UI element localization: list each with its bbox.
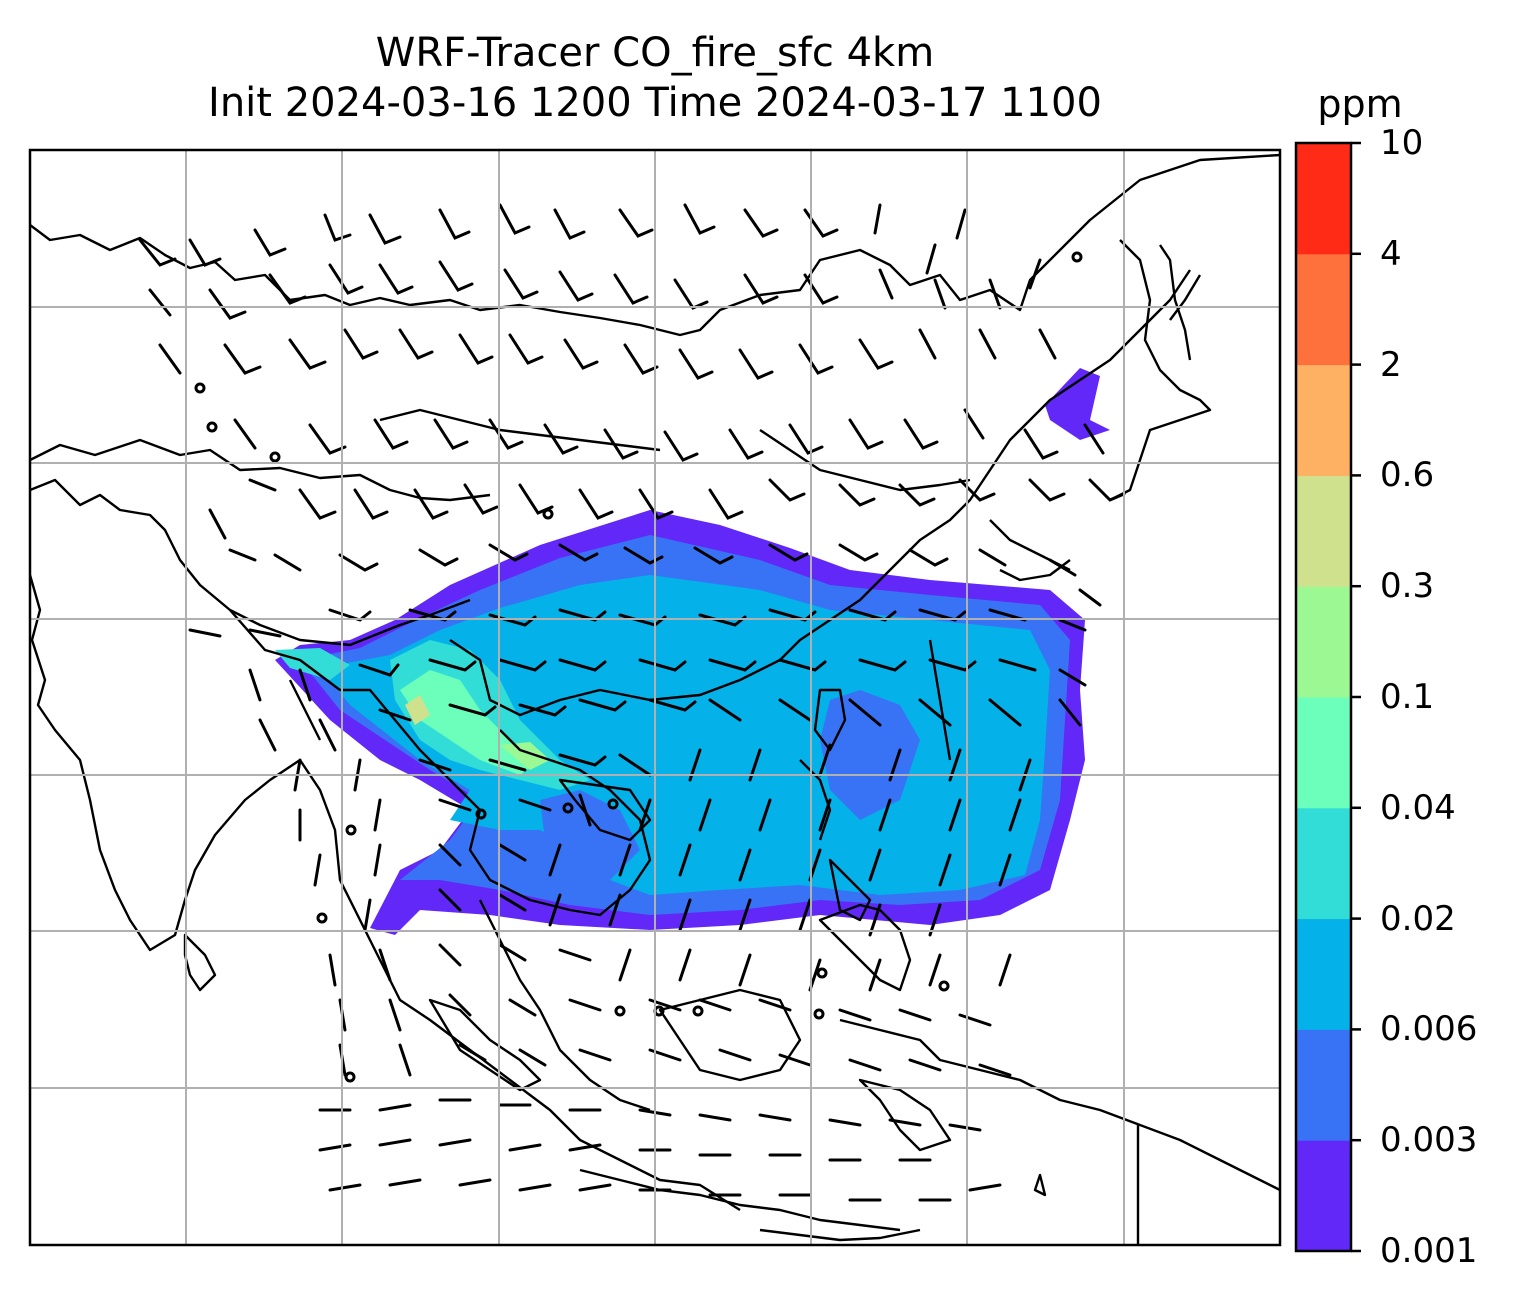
colorbar-segment: [1296, 586, 1351, 698]
colorbar-tick-label: 4: [1380, 233, 1402, 274]
colorbar-unit-label: ppm: [1317, 82, 1403, 126]
colorbar-tick-label: 0.001: [1380, 1231, 1478, 1271]
colorbar: [1294, 141, 1361, 1253]
colorbar-tick-label: 0.3: [1380, 566, 1435, 607]
colorbar-segment: [1296, 918, 1351, 1030]
colorbar-tick-label: 0.003: [1380, 1120, 1478, 1161]
colorbar-segment: [1296, 475, 1351, 587]
colorbar-segments: [1296, 143, 1351, 1252]
calm-wind-markers: [194, 251, 1083, 1083]
colorbar-tick-label: 0.006: [1380, 1009, 1478, 1050]
colorbar-segment: [1296, 143, 1351, 255]
colorbar-tick-label: 0.6: [1380, 455, 1435, 496]
colorbar-segment: [1296, 364, 1351, 476]
wind-barbs: [138, 203, 1126, 1202]
colorbar-segment: [1296, 807, 1351, 920]
lat-lon-gridlines: [30, 150, 1280, 1245]
colorbar-tick-label: 10: [1380, 123, 1424, 163]
colorbar-tick-label: 0.04: [1380, 787, 1456, 828]
colorbar-segment: [1296, 697, 1351, 809]
colorbar-tick-label: 0.02: [1380, 898, 1456, 939]
colorbar-tick-label: 0.1: [1380, 677, 1435, 717]
colorbar-segment: [1296, 1029, 1351, 1141]
co-plume-contours: [275, 368, 1110, 935]
colorbar-segment: [1296, 253, 1351, 366]
colorbar-tick-label: 2: [1380, 344, 1402, 385]
colorbar-segment: [1296, 1140, 1351, 1252]
map-subtitle: Init 2024-03-16 1200 Time 2024-03-17 110…: [208, 80, 1102, 126]
colorbar-tick-marks: [1351, 141, 1361, 1253]
coastlines-and-borders: [30, 153, 1280, 1245]
map-title: WRF-Tracer CO_fire_sfc 4km: [375, 30, 935, 76]
map-plot-area: [30, 150, 1280, 1245]
map-frame: [28, 148, 1282, 1247]
